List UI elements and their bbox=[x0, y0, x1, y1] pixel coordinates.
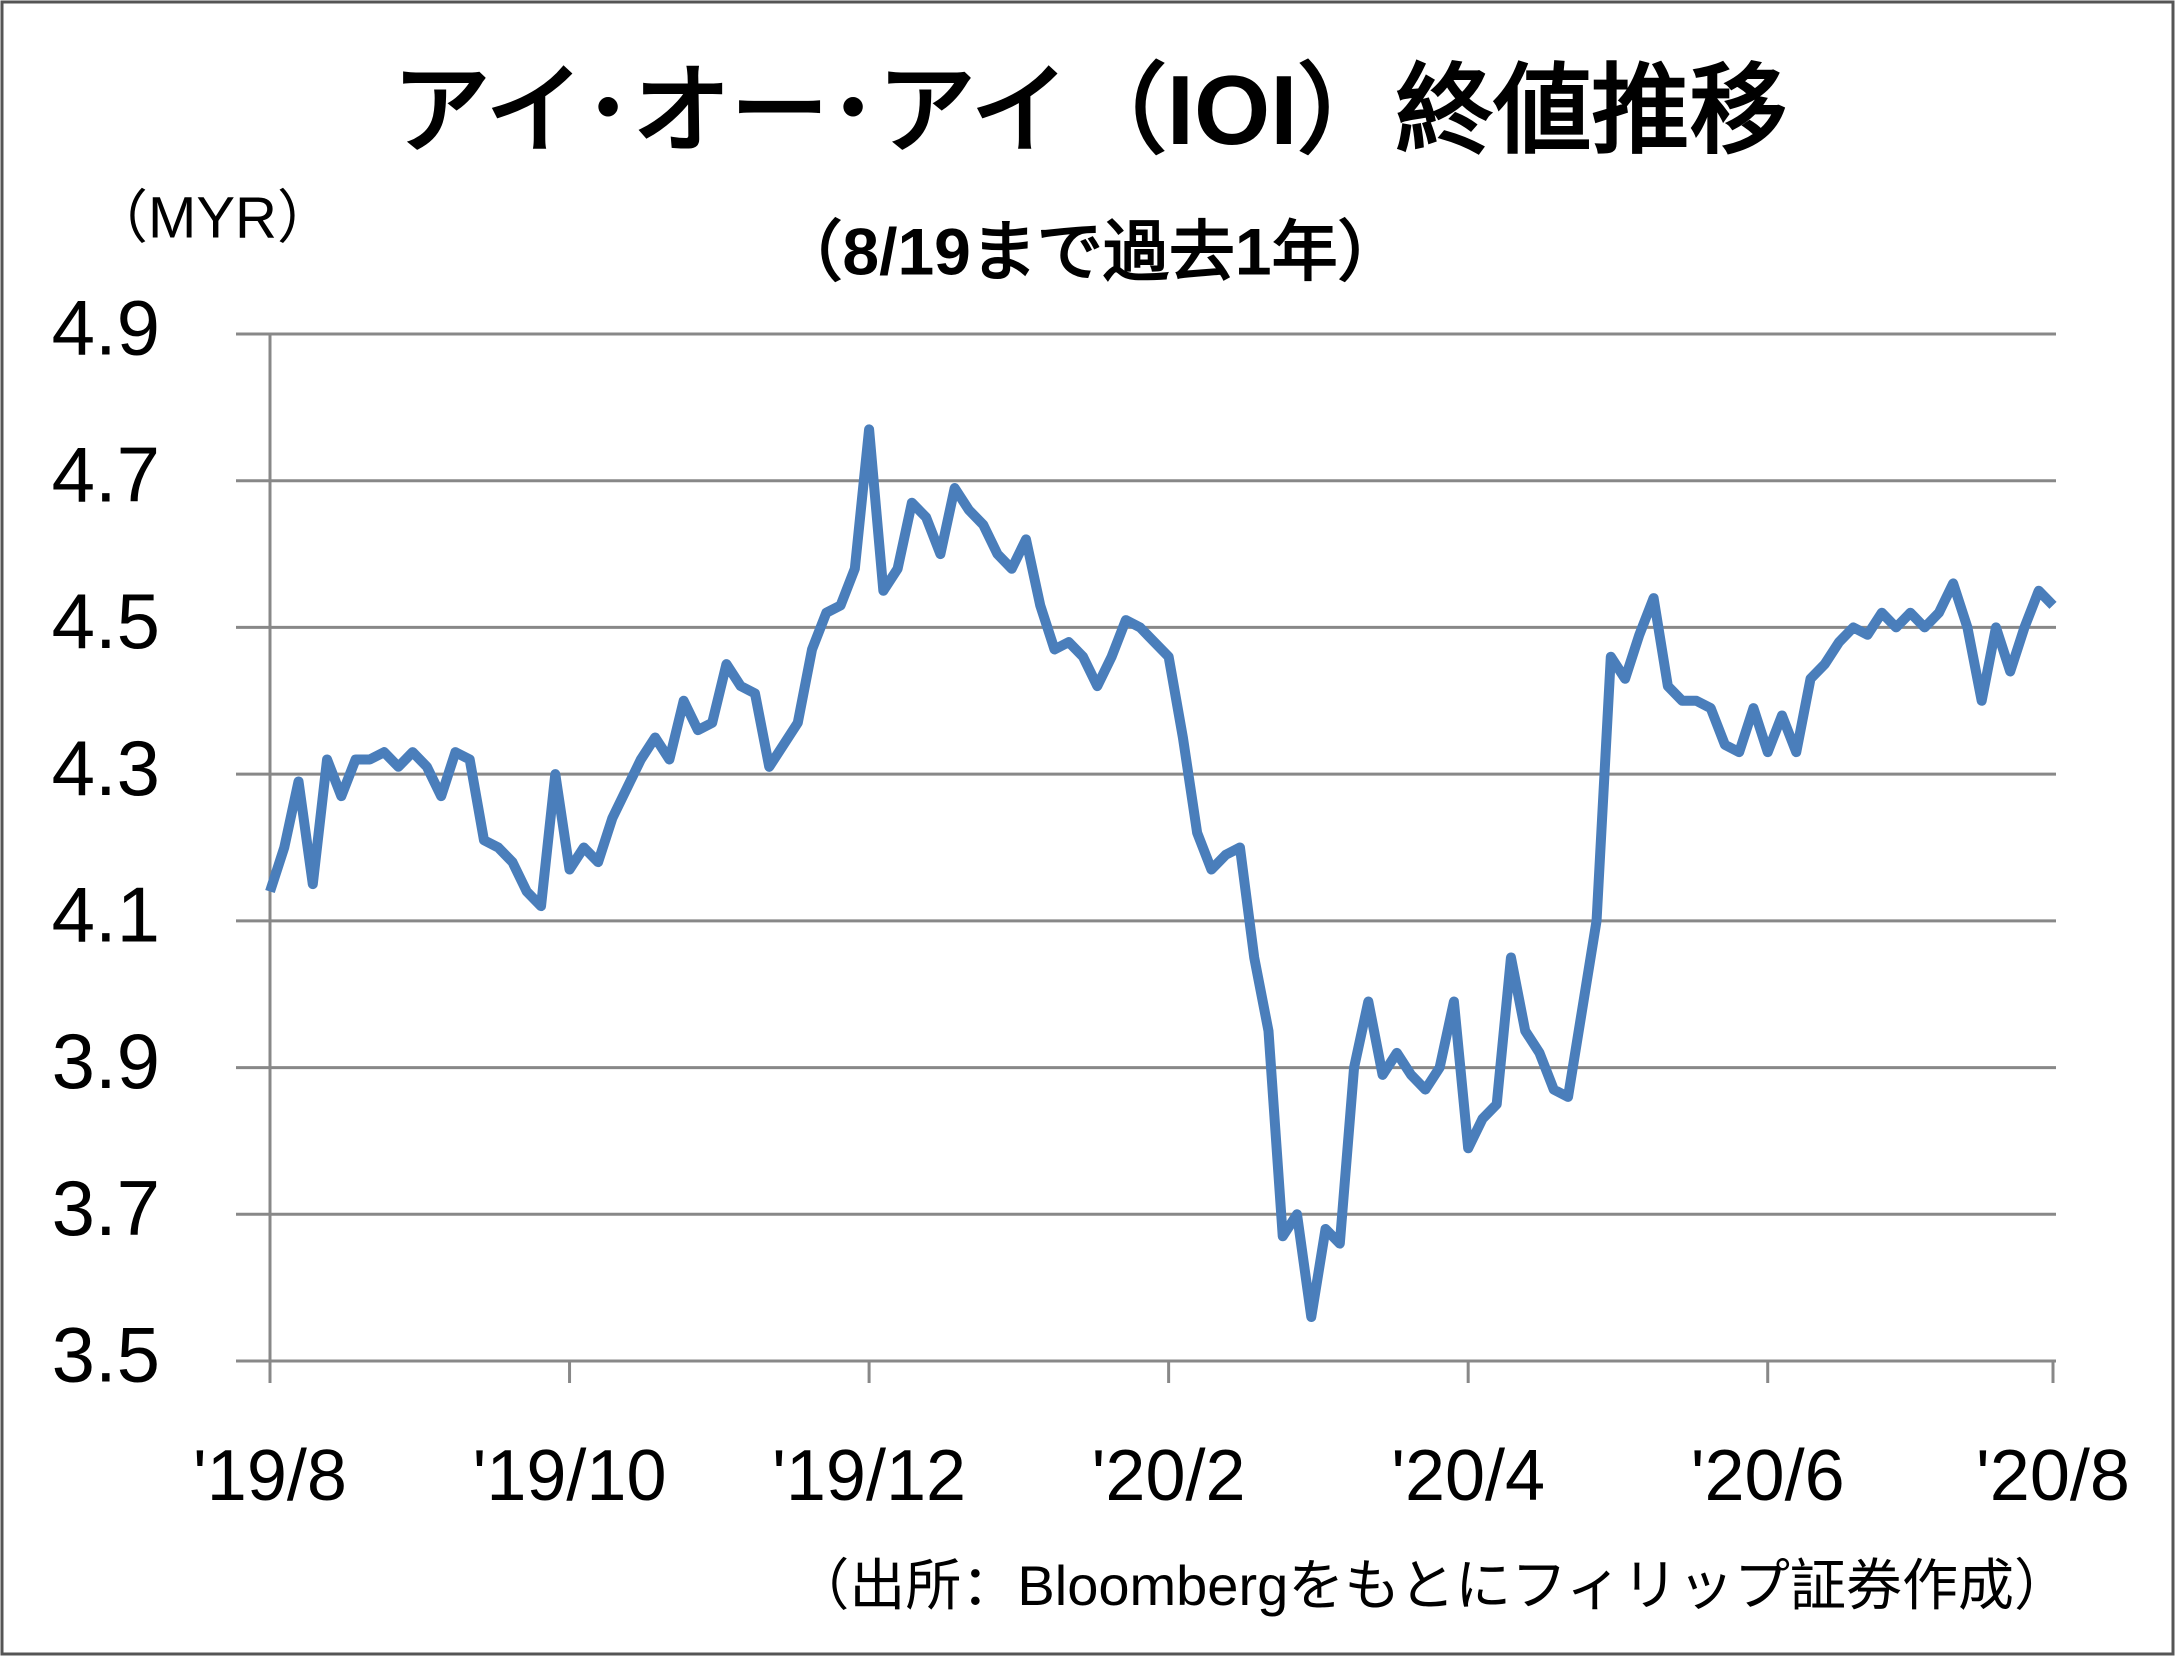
y-tick-label: 3.9 bbox=[52, 1017, 160, 1105]
y-tick-label: 4.5 bbox=[52, 577, 160, 665]
x-tick-label: '19/10 bbox=[473, 1436, 667, 1516]
price-line bbox=[265, 424, 2057, 1322]
y-tick-label: 4.9 bbox=[52, 284, 160, 372]
x-tick-label: '19/12 bbox=[772, 1436, 966, 1516]
x-tick-label: '20/4 bbox=[1391, 1436, 1545, 1516]
y-tick-label: 3.7 bbox=[52, 1164, 160, 1252]
y-tick-label: 4.1 bbox=[52, 870, 160, 958]
x-tick-label: '20/2 bbox=[1092, 1436, 1246, 1516]
x-tick-label: '20/6 bbox=[1691, 1436, 1845, 1516]
chart-subtitle: （8/19まで過去1年） bbox=[776, 214, 1403, 288]
y-axis-label: （MYR） bbox=[90, 185, 335, 250]
x-tick-label: '20/8 bbox=[1976, 1436, 2130, 1516]
y-tick-label: 4.7 bbox=[52, 430, 160, 518]
x-tick-label: '19/8 bbox=[193, 1436, 347, 1516]
y-tick-label: 3.5 bbox=[52, 1311, 160, 1399]
source-note: （出所：Bloombergをもとにフィリップ証券作成） bbox=[793, 1554, 2070, 1617]
chart-title: アイ･オー･アイ（IOI）終値推移 bbox=[393, 55, 1788, 165]
y-tick-label: 4.3 bbox=[52, 724, 160, 812]
